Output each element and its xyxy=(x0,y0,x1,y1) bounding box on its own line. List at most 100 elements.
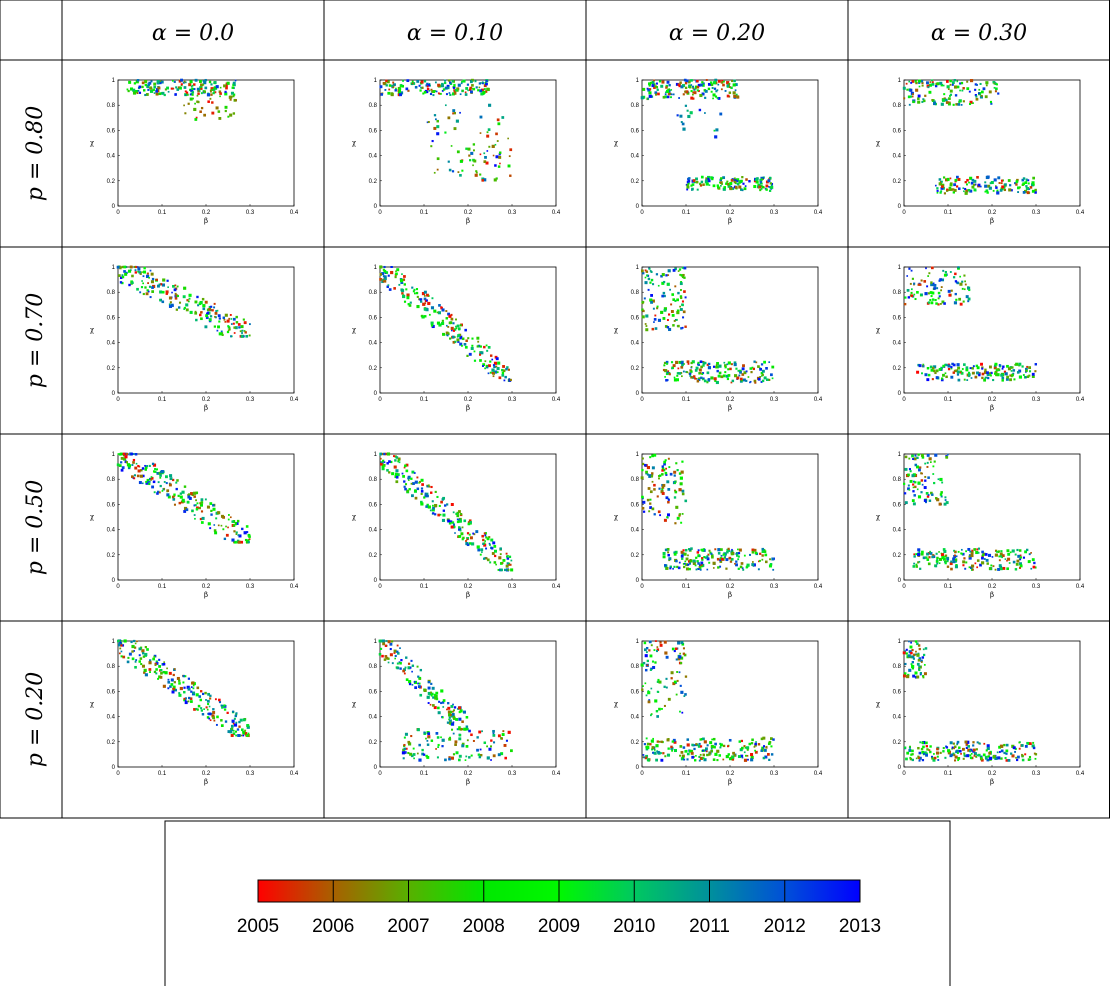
data-point xyxy=(995,368,999,372)
y-tick-label: 0.6 xyxy=(369,315,378,321)
data-point xyxy=(490,739,493,742)
data-point xyxy=(642,754,645,756)
y-tick-label: 0.4 xyxy=(893,715,902,721)
data-point xyxy=(997,176,1001,180)
data-point xyxy=(433,126,437,130)
data-point xyxy=(499,162,501,165)
data-point xyxy=(697,744,701,748)
data-point xyxy=(649,298,653,302)
data-point xyxy=(1005,377,1009,381)
data-point xyxy=(941,278,945,282)
data-point xyxy=(976,366,980,370)
data-point xyxy=(489,544,491,546)
data-point xyxy=(178,79,182,83)
data-point xyxy=(958,99,962,103)
data-point xyxy=(677,270,680,272)
data-point xyxy=(955,555,958,558)
data-point xyxy=(682,127,686,131)
data-point xyxy=(680,521,683,524)
data-point xyxy=(965,189,969,193)
data-point xyxy=(911,277,914,280)
data-point xyxy=(733,180,737,184)
data-point xyxy=(474,80,477,83)
data-point xyxy=(232,81,236,85)
data-point xyxy=(465,744,469,748)
data-point xyxy=(951,747,954,750)
data-point xyxy=(209,719,212,722)
data-point xyxy=(966,87,970,91)
data-point xyxy=(972,741,975,744)
data-point xyxy=(945,554,948,557)
data-point xyxy=(1025,376,1027,379)
data-point xyxy=(445,317,448,320)
data-point xyxy=(690,749,694,752)
data-point xyxy=(977,551,980,554)
data-point xyxy=(904,467,908,471)
data-point xyxy=(956,370,960,374)
data-point xyxy=(225,84,228,88)
data-point xyxy=(912,565,916,568)
data-point xyxy=(388,88,391,91)
data-point xyxy=(447,160,450,163)
data-point xyxy=(945,746,949,749)
data-point xyxy=(650,95,654,98)
data-point xyxy=(685,563,689,567)
data-point xyxy=(740,179,743,183)
data-point xyxy=(469,521,472,524)
data-point xyxy=(938,367,942,371)
x-tick-label: 0.4 xyxy=(552,210,561,216)
data-point xyxy=(422,92,425,95)
data-point xyxy=(743,187,747,191)
y-tick-label: 0.8 xyxy=(893,103,902,109)
data-point xyxy=(962,100,965,103)
data-point xyxy=(769,737,773,740)
data-point xyxy=(690,547,693,550)
data-point xyxy=(908,103,911,106)
data-point xyxy=(933,100,936,103)
x-tick-label: 0.4 xyxy=(552,584,561,590)
data-point xyxy=(507,730,511,734)
data-point xyxy=(403,747,407,751)
data-point xyxy=(645,270,649,273)
data-point xyxy=(690,370,693,373)
data-point xyxy=(121,265,124,269)
data-point xyxy=(382,640,385,642)
y-tick-label: 0.2 xyxy=(893,366,902,372)
x-tick-label: 0.1 xyxy=(682,584,691,590)
data-point xyxy=(451,712,455,716)
x-tick-label: 0 xyxy=(116,397,120,403)
data-point xyxy=(951,746,954,749)
data-point xyxy=(953,555,957,558)
data-point xyxy=(741,746,744,750)
data-point xyxy=(202,304,206,308)
y-axis-label: χ xyxy=(876,700,881,708)
data-point xyxy=(650,739,654,743)
y-tick-label: 0.2 xyxy=(631,740,640,746)
data-point xyxy=(421,752,425,756)
data-point xyxy=(426,91,429,94)
data-point xyxy=(425,299,428,302)
data-point xyxy=(667,500,670,504)
data-point xyxy=(909,95,913,98)
data-point xyxy=(696,551,700,554)
data-point xyxy=(983,742,986,745)
data-point xyxy=(662,291,666,295)
data-point xyxy=(915,757,918,760)
x-tick-label: 0.1 xyxy=(682,210,691,216)
data-point xyxy=(486,537,490,541)
data-point xyxy=(715,128,719,132)
data-point xyxy=(442,496,446,500)
data-point xyxy=(427,732,431,736)
data-point xyxy=(907,95,911,99)
data-point xyxy=(141,649,145,653)
data-point xyxy=(952,557,956,561)
data-point xyxy=(453,336,456,339)
data-point xyxy=(1034,566,1037,569)
data-point xyxy=(133,650,135,652)
data-point xyxy=(934,84,938,88)
data-point xyxy=(931,298,935,301)
data-point xyxy=(235,533,238,536)
data-point xyxy=(757,183,760,186)
data-point xyxy=(987,755,991,758)
